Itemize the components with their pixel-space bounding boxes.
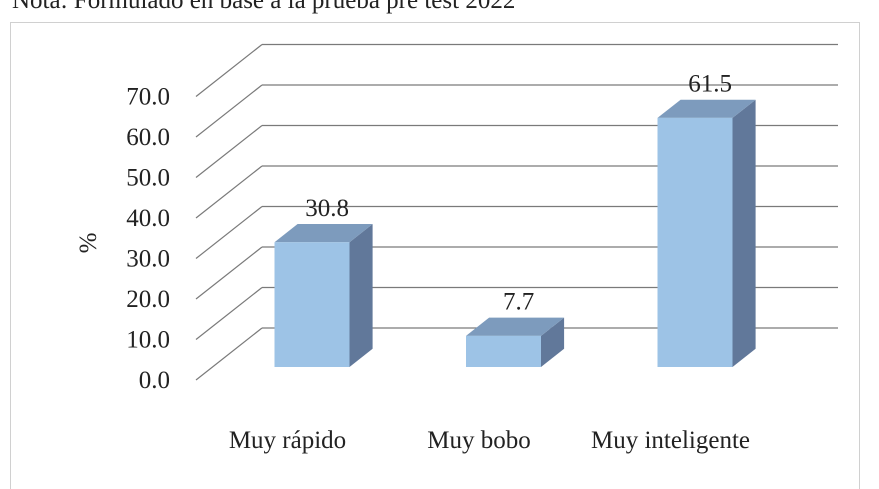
- y-tick-label: 20.0: [126, 286, 170, 313]
- y-axis-title: %: [75, 233, 102, 254]
- bar-side: [541, 317, 565, 367]
- y-tick-label: 0.0: [139, 367, 170, 394]
- grid-line-diagonal: [195, 44, 263, 97]
- data-label: 7.7: [503, 289, 534, 316]
- grid-line-diagonal: [195, 327, 263, 381]
- bar-front: [657, 117, 733, 367]
- y-tick-label: 40.0: [126, 205, 170, 232]
- grid-line-diagonal: [195, 287, 263, 340]
- grid-line-diagonal: [195, 84, 263, 138]
- data-label: 30.8: [305, 195, 349, 222]
- grid-line-diagonal: [195, 165, 263, 219]
- y-tick-label: 60.0: [126, 124, 170, 151]
- x-tick-label: Muy bobo: [427, 427, 530, 454]
- chart-frame: [10, 22, 860, 489]
- grid-line-diagonal: [195, 206, 263, 259]
- bar-top: [466, 317, 565, 336]
- y-tick-label: 30.0: [126, 246, 170, 273]
- data-label: 61.5: [688, 71, 732, 98]
- bar-front: [274, 242, 350, 367]
- y-tick-label: 50.0: [126, 165, 170, 192]
- bar-side: [732, 99, 756, 367]
- bar-top: [657, 99, 756, 118]
- x-tick-label: Muy inteligente: [591, 427, 750, 454]
- y-tick-label: 70.0: [126, 84, 170, 111]
- bar-top: [274, 224, 373, 243]
- note: Nota: Formulado en base a la prueba pre …: [12, 0, 515, 14]
- y-tick-label: 10.0: [126, 327, 170, 354]
- bar-front: [466, 335, 541, 367]
- bar-side: [349, 224, 373, 367]
- grid-line-diagonal: [195, 125, 263, 178]
- x-tick-label: Muy rápido: [229, 427, 346, 454]
- grid-line-diagonal: [195, 246, 263, 300]
